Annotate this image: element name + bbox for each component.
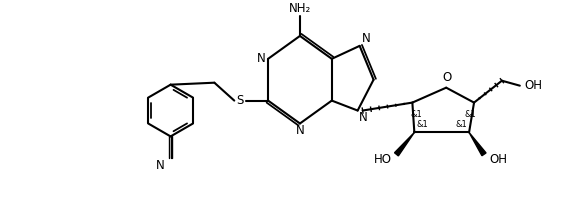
- Polygon shape: [469, 132, 486, 156]
- Text: S: S: [237, 94, 244, 107]
- Polygon shape: [395, 132, 414, 156]
- Text: &1: &1: [455, 120, 467, 129]
- Text: N: N: [359, 111, 368, 124]
- Text: &1: &1: [411, 110, 422, 119]
- Text: N: N: [257, 52, 266, 65]
- Text: N: N: [362, 32, 371, 45]
- Text: HO: HO: [373, 153, 392, 166]
- Text: NH₂: NH₂: [289, 2, 311, 15]
- Text: &1: &1: [416, 120, 428, 129]
- Text: OH: OH: [489, 153, 507, 166]
- Text: &1: &1: [464, 110, 476, 119]
- Text: OH: OH: [525, 79, 543, 92]
- Text: O: O: [442, 71, 452, 84]
- Text: N: N: [295, 124, 304, 137]
- Text: N: N: [156, 159, 165, 172]
